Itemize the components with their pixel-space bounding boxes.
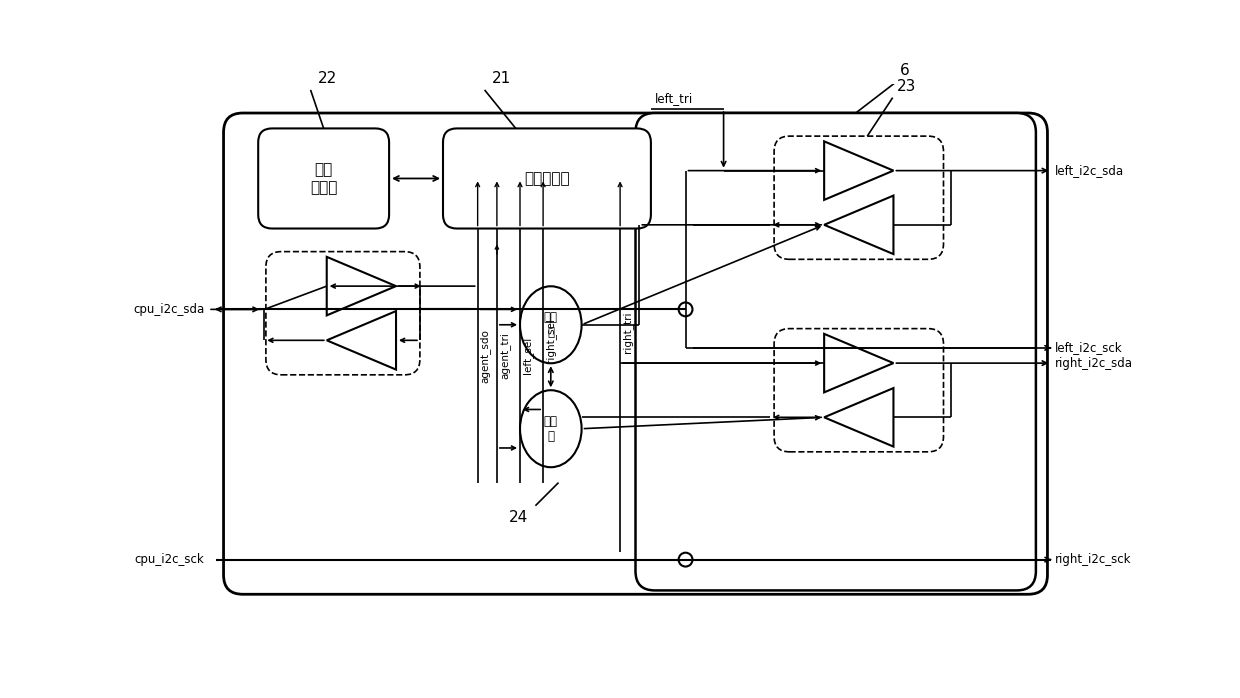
Text: left_i2c_sda: left_i2c_sda — [1055, 164, 1125, 177]
Text: right_i2c_sck: right_i2c_sck — [1055, 553, 1132, 566]
Text: 24: 24 — [508, 510, 528, 525]
Text: 复用
器: 复用 器 — [544, 311, 558, 339]
FancyBboxPatch shape — [774, 329, 944, 452]
FancyBboxPatch shape — [265, 251, 420, 375]
FancyBboxPatch shape — [223, 113, 1048, 594]
Text: cpu_i2c_sda: cpu_i2c_sda — [133, 303, 205, 316]
Text: agent_tri: agent_tri — [500, 332, 510, 379]
Text: 21: 21 — [492, 71, 512, 86]
Text: 22: 22 — [319, 71, 337, 86]
Text: 代理
寄存器: 代理 寄存器 — [310, 162, 337, 195]
Text: right_i2c_sda: right_i2c_sda — [1055, 357, 1133, 370]
Text: 复用
器: 复用 器 — [544, 415, 558, 443]
Text: 6: 6 — [899, 64, 909, 78]
FancyBboxPatch shape — [443, 128, 651, 228]
Text: left_tri: left_tri — [655, 92, 693, 105]
FancyBboxPatch shape — [774, 136, 944, 260]
Text: 23: 23 — [897, 79, 916, 94]
FancyBboxPatch shape — [258, 128, 389, 228]
Text: right_tri: right_tri — [622, 312, 634, 353]
FancyBboxPatch shape — [635, 113, 1035, 591]
Text: left_i2c_sck: left_i2c_sck — [1055, 341, 1122, 355]
Text: left_sel: left_sel — [522, 337, 533, 374]
Text: cpu_i2c_sck: cpu_i2c_sck — [135, 553, 205, 566]
Text: right_sel: right_sel — [546, 318, 557, 362]
Text: 代理控制器: 代理控制器 — [525, 171, 569, 186]
Text: agent_sdo: agent_sdo — [480, 329, 491, 383]
